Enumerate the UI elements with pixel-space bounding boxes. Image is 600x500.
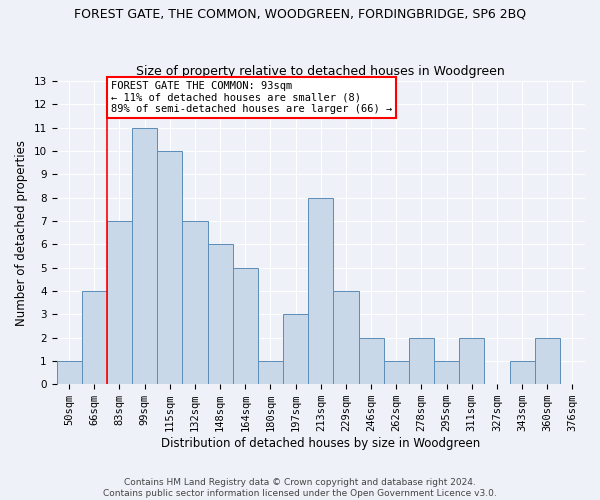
- Text: Contains HM Land Registry data © Crown copyright and database right 2024.
Contai: Contains HM Land Registry data © Crown c…: [103, 478, 497, 498]
- Bar: [208, 244, 233, 384]
- Bar: [383, 361, 409, 384]
- Bar: [308, 198, 334, 384]
- Bar: [283, 314, 308, 384]
- Bar: [82, 291, 107, 384]
- Bar: [132, 128, 157, 384]
- Bar: [107, 221, 132, 384]
- Bar: [535, 338, 560, 384]
- Bar: [509, 361, 535, 384]
- Bar: [258, 361, 283, 384]
- Bar: [182, 221, 208, 384]
- Bar: [359, 338, 383, 384]
- Y-axis label: Number of detached properties: Number of detached properties: [15, 140, 28, 326]
- Bar: [409, 338, 434, 384]
- X-axis label: Distribution of detached houses by size in Woodgreen: Distribution of detached houses by size …: [161, 437, 481, 450]
- Text: FOREST GATE, THE COMMON, WOODGREEN, FORDINGBRIDGE, SP6 2BQ: FOREST GATE, THE COMMON, WOODGREEN, FORD…: [74, 8, 526, 20]
- Bar: [157, 151, 182, 384]
- Bar: [56, 361, 82, 384]
- Bar: [459, 338, 484, 384]
- Title: Size of property relative to detached houses in Woodgreen: Size of property relative to detached ho…: [136, 66, 505, 78]
- Text: FOREST GATE THE COMMON: 93sqm
← 11% of detached houses are smaller (8)
89% of se: FOREST GATE THE COMMON: 93sqm ← 11% of d…: [110, 81, 392, 114]
- Bar: [233, 268, 258, 384]
- Bar: [334, 291, 359, 384]
- Bar: [434, 361, 459, 384]
